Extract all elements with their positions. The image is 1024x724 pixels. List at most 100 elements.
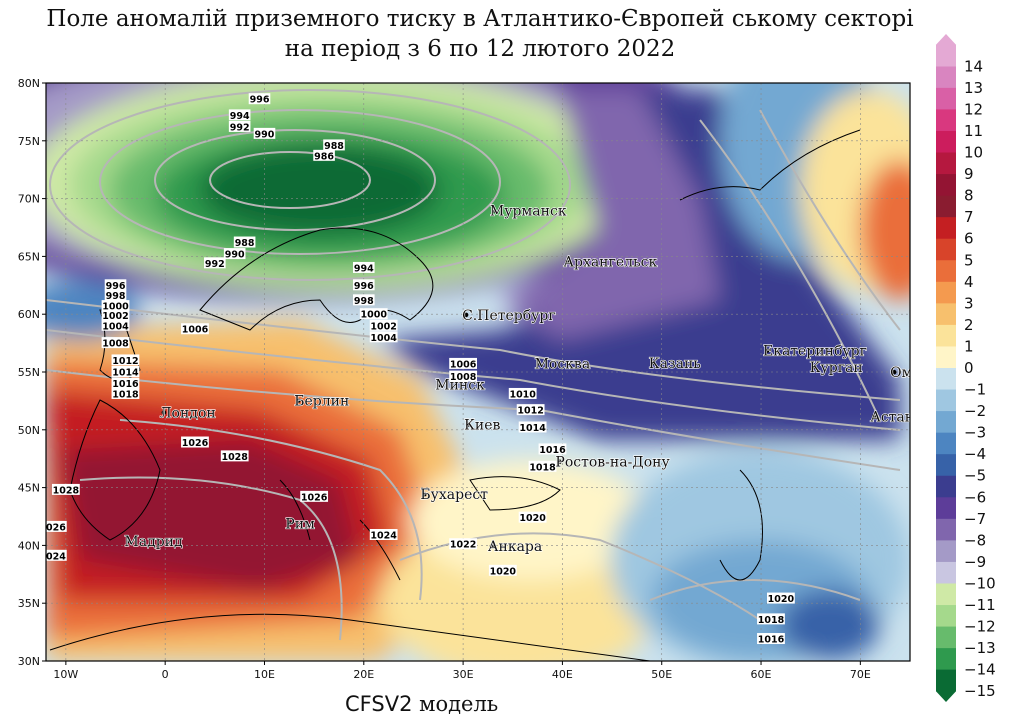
isobar-label: 996 bbox=[104, 279, 127, 292]
isobar-label-text: 990 bbox=[225, 250, 245, 261]
colorbar-label: −3 bbox=[964, 424, 986, 442]
colorbar-swatch bbox=[936, 368, 956, 391]
isobar-label-text: 996 bbox=[354, 281, 374, 292]
colorbar-swatch bbox=[936, 605, 956, 628]
longitude-axis: 10W 0 10E 20E 30E 40E 50E 60E 70E bbox=[53, 661, 871, 681]
isobar-label-text: 986 bbox=[314, 151, 334, 162]
isobar-label-bg bbox=[228, 120, 251, 132]
isobar-label: 1008 bbox=[449, 370, 478, 383]
isobar-label-text: 1004 bbox=[102, 321, 129, 332]
colorbar-label: 9 bbox=[964, 165, 974, 183]
city-marker bbox=[491, 208, 497, 213]
isobar-label: 1020 bbox=[766, 592, 795, 605]
isobar-label-text: 1012 bbox=[517, 406, 543, 417]
isobar-label-bg bbox=[104, 289, 127, 301]
lat-tick-label: 30N bbox=[18, 655, 40, 668]
isobar-label-text: 988 bbox=[324, 141, 344, 152]
isobar-label-bg bbox=[46, 520, 67, 532]
isobar-label-bg bbox=[101, 337, 130, 349]
isobar-label: 990 bbox=[253, 127, 276, 140]
city-label: Мадрид bbox=[124, 534, 183, 550]
isobar-label: 1026 bbox=[181, 436, 209, 449]
city-label: Омск bbox=[890, 365, 929, 381]
lon-tick-label: 0 bbox=[162, 668, 169, 681]
isobar-label-bg bbox=[111, 377, 140, 389]
isobar-label-bg bbox=[111, 354, 140, 366]
isobar-label-text: 1016 bbox=[112, 379, 139, 390]
colorbar-label: −15 bbox=[964, 682, 996, 700]
colorbar-swatch bbox=[936, 130, 956, 154]
city-marker bbox=[161, 410, 167, 415]
isobar-label: 1018 bbox=[528, 460, 557, 473]
isobar-label-text: 1012 bbox=[112, 356, 138, 367]
isobar-label: 1020 bbox=[518, 511, 547, 524]
isobar-label-bg bbox=[101, 319, 130, 331]
city-marker bbox=[891, 369, 897, 375]
colorbar-label: 0 bbox=[964, 359, 974, 377]
isobar-label: 1016 bbox=[111, 377, 140, 390]
isobar-label-text: 024 bbox=[46, 551, 66, 562]
colorbar-swatch bbox=[936, 109, 956, 132]
city-marker bbox=[565, 259, 570, 265]
city-marker bbox=[536, 361, 541, 366]
lat-tick-label: 65N bbox=[18, 250, 40, 263]
city-marker bbox=[295, 398, 301, 403]
isobar-label-text: 1028 bbox=[53, 485, 80, 496]
lat-tick-label: 45N bbox=[18, 482, 40, 495]
colorbar-label: 2 bbox=[964, 316, 974, 334]
isobar-label-bg bbox=[101, 300, 130, 312]
isobar-label-bg bbox=[516, 404, 545, 416]
colorbar-swatch bbox=[936, 583, 956, 606]
city-marker bbox=[489, 543, 495, 549]
city-marker bbox=[287, 521, 292, 526]
grid-lines bbox=[46, 83, 910, 661]
isobar-label-text: 992 bbox=[205, 259, 225, 270]
isobar-label-bg bbox=[369, 319, 398, 331]
isobar-label-bg bbox=[352, 261, 375, 273]
city-marker bbox=[465, 422, 471, 427]
isobar-label: 988 bbox=[323, 139, 345, 152]
isobar-label-bg bbox=[220, 450, 249, 462]
isobar-label: 1000 bbox=[101, 300, 130, 313]
colorbar-swatch bbox=[936, 238, 956, 261]
colorbar-label: −4 bbox=[964, 445, 986, 463]
isobar-label-bg bbox=[181, 323, 209, 335]
isobar-label-text: 1018 bbox=[112, 389, 139, 400]
map-title-line-1: Поле аномалій приземного тиску в Атланти… bbox=[46, 6, 914, 32]
city-label: Анкара bbox=[488, 539, 542, 555]
colorbar-bottom-arrow bbox=[936, 669, 956, 702]
city-label: Бухарест bbox=[420, 487, 488, 503]
isobar-label: 1012 bbox=[516, 404, 545, 417]
isobar-label-bg bbox=[300, 490, 329, 502]
colorbar-label: 3 bbox=[964, 294, 974, 312]
isobar-label: 1018 bbox=[111, 387, 140, 400]
lat-tick-label: 50N bbox=[18, 424, 40, 437]
colorbar-label: 12 bbox=[964, 100, 983, 118]
isobar-label: 024 bbox=[46, 549, 67, 562]
isobar-label: 1004 bbox=[369, 331, 398, 344]
lon-tick-label: 50E bbox=[651, 668, 672, 681]
model-label-name: CFSV2 bbox=[345, 692, 413, 716]
isobar-label-text: 1000 bbox=[102, 302, 129, 313]
isobar-label-text: 1002 bbox=[370, 321, 396, 332]
isobar-label: 1010 bbox=[508, 387, 537, 400]
city-label: Казань bbox=[649, 356, 701, 372]
isobar-label: 1020 bbox=[488, 564, 517, 577]
city-label: Курган bbox=[810, 360, 863, 376]
isobar-label-text: 996 bbox=[106, 281, 126, 292]
isobar-label: 1004 bbox=[101, 319, 130, 332]
isobar-label: 1002 bbox=[101, 309, 130, 322]
isobar-label: 1000 bbox=[359, 308, 388, 321]
colorbar-label: 14 bbox=[964, 57, 983, 75]
city-label: Мурманск bbox=[490, 204, 567, 220]
city-marker bbox=[557, 459, 562, 465]
isobar-label-text: 1018 bbox=[758, 615, 785, 626]
isobar-label-text: 1026 bbox=[301, 492, 328, 503]
isobar-label-text: 992 bbox=[230, 122, 250, 133]
isobar-label-bg bbox=[352, 294, 375, 306]
isobar-label-text: 1026 bbox=[182, 438, 209, 449]
isobar-label-bg bbox=[766, 592, 795, 604]
lat-tick-label: 40N bbox=[18, 539, 40, 552]
isobar-label-text: 1008 bbox=[102, 339, 129, 350]
